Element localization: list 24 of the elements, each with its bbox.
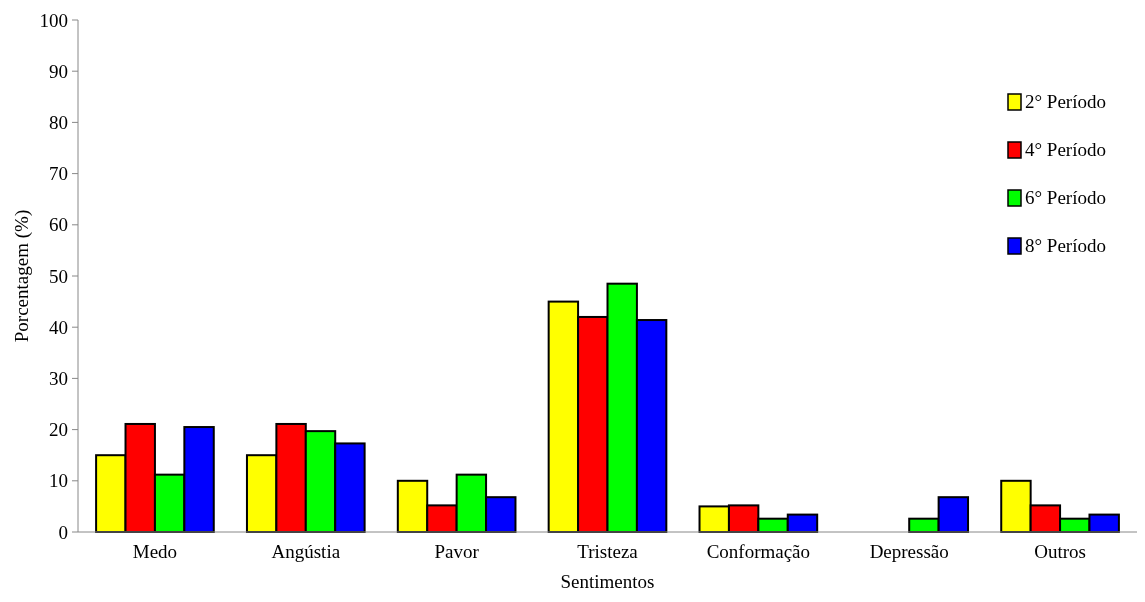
x-tick-label: Tristeza — [577, 541, 639, 562]
x-tick-label: Conformação — [706, 541, 811, 562]
x-tick-label: Medo — [132, 541, 178, 562]
y-tick-label: 100 — [39, 9, 68, 31]
x-axis-title: Sentimentos — [560, 571, 655, 592]
y-axis-title: Porcentagem (%) — [11, 209, 33, 343]
x-tick-label: Depressão — [869, 541, 949, 562]
x-tick-label: Outros — [1034, 541, 1086, 562]
x-tick-label: Pavor — [434, 541, 480, 562]
y-tick-label: 70 — [49, 163, 68, 185]
legend-label: 6° Período — [1025, 187, 1106, 208]
y-tick-label: 20 — [49, 419, 68, 441]
y-tick-label: 10 — [49, 470, 68, 492]
y-tick-label: 40 — [49, 316, 68, 338]
y-tick-label: 90 — [49, 60, 68, 82]
legend-label: 2° Período — [1025, 91, 1106, 112]
legend-label: 4° Período — [1025, 139, 1106, 160]
x-tick-label: Angústia — [271, 541, 341, 562]
legend-label: 8° Período — [1025, 235, 1106, 256]
y-tick-label: 60 — [49, 214, 68, 236]
y-tick-label: 0 — [58, 521, 68, 543]
y-tick-label: 30 — [49, 368, 68, 390]
y-tick-label: 80 — [49, 112, 68, 134]
y-tick-label: 50 — [49, 265, 68, 287]
